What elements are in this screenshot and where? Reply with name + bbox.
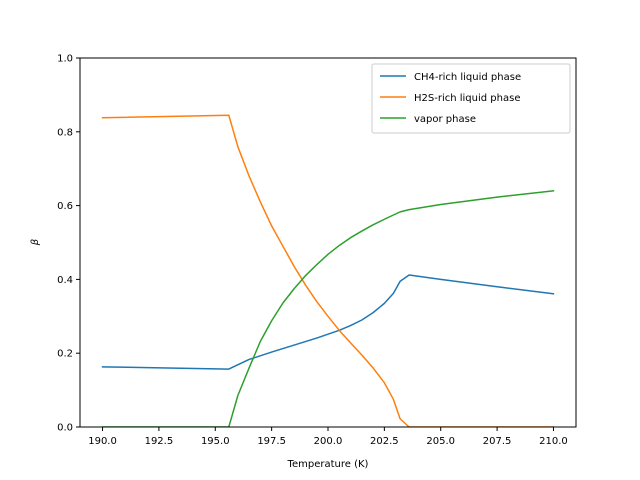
- x-tick-label: 192.5: [145, 436, 174, 447]
- y-tick-label: 0.6: [57, 201, 73, 212]
- x-tick-label: 205.0: [426, 436, 455, 447]
- legend-box: [371, 63, 571, 134]
- x-tick-label: 202.5: [370, 436, 399, 447]
- x-tick-label: 197.5: [257, 436, 286, 447]
- x-axis: 190.0 192.5 195.0 197.5 200.0 202.5 205.0 207.5…: [88, 427, 568, 447]
- x-tick-label: 207.5: [483, 436, 512, 447]
- series-layer: [101, 114, 555, 427]
- x-tick-label: 195.0: [201, 436, 230, 447]
- legend-label-0: CH4-rich liquid phase: [414, 72, 521, 83]
- y-tick-label: 0.0: [57, 423, 73, 434]
- legend: CH4-rich liquid phase H2S-rich liquid pha…: [371, 63, 571, 134]
- x-tick-label: 200.0: [314, 436, 343, 447]
- legend-label-1: H2S-rich liquid phase: [414, 93, 520, 104]
- series-line-1: [101, 114, 555, 427]
- y-tick-label: 0.2: [57, 349, 73, 360]
- y-tick-label: 0.4: [57, 275, 73, 286]
- x-tick-label: 210.0: [539, 436, 568, 447]
- series-line-0: [101, 274, 555, 370]
- y-tick-label: 1.0: [57, 54, 73, 65]
- y-axis: 0.0 0.2 0.4 0.6 0.8 1.0: [57, 54, 80, 434]
- y-tick-label: 0.8: [57, 127, 73, 138]
- series-line-2: [101, 190, 555, 427]
- y-axis-label: β: [30, 238, 41, 246]
- legend-label-2: vapor phase: [414, 114, 476, 125]
- x-axis-label: Temperature (K): [287, 459, 369, 470]
- x-tick-label: 190.0: [88, 436, 117, 447]
